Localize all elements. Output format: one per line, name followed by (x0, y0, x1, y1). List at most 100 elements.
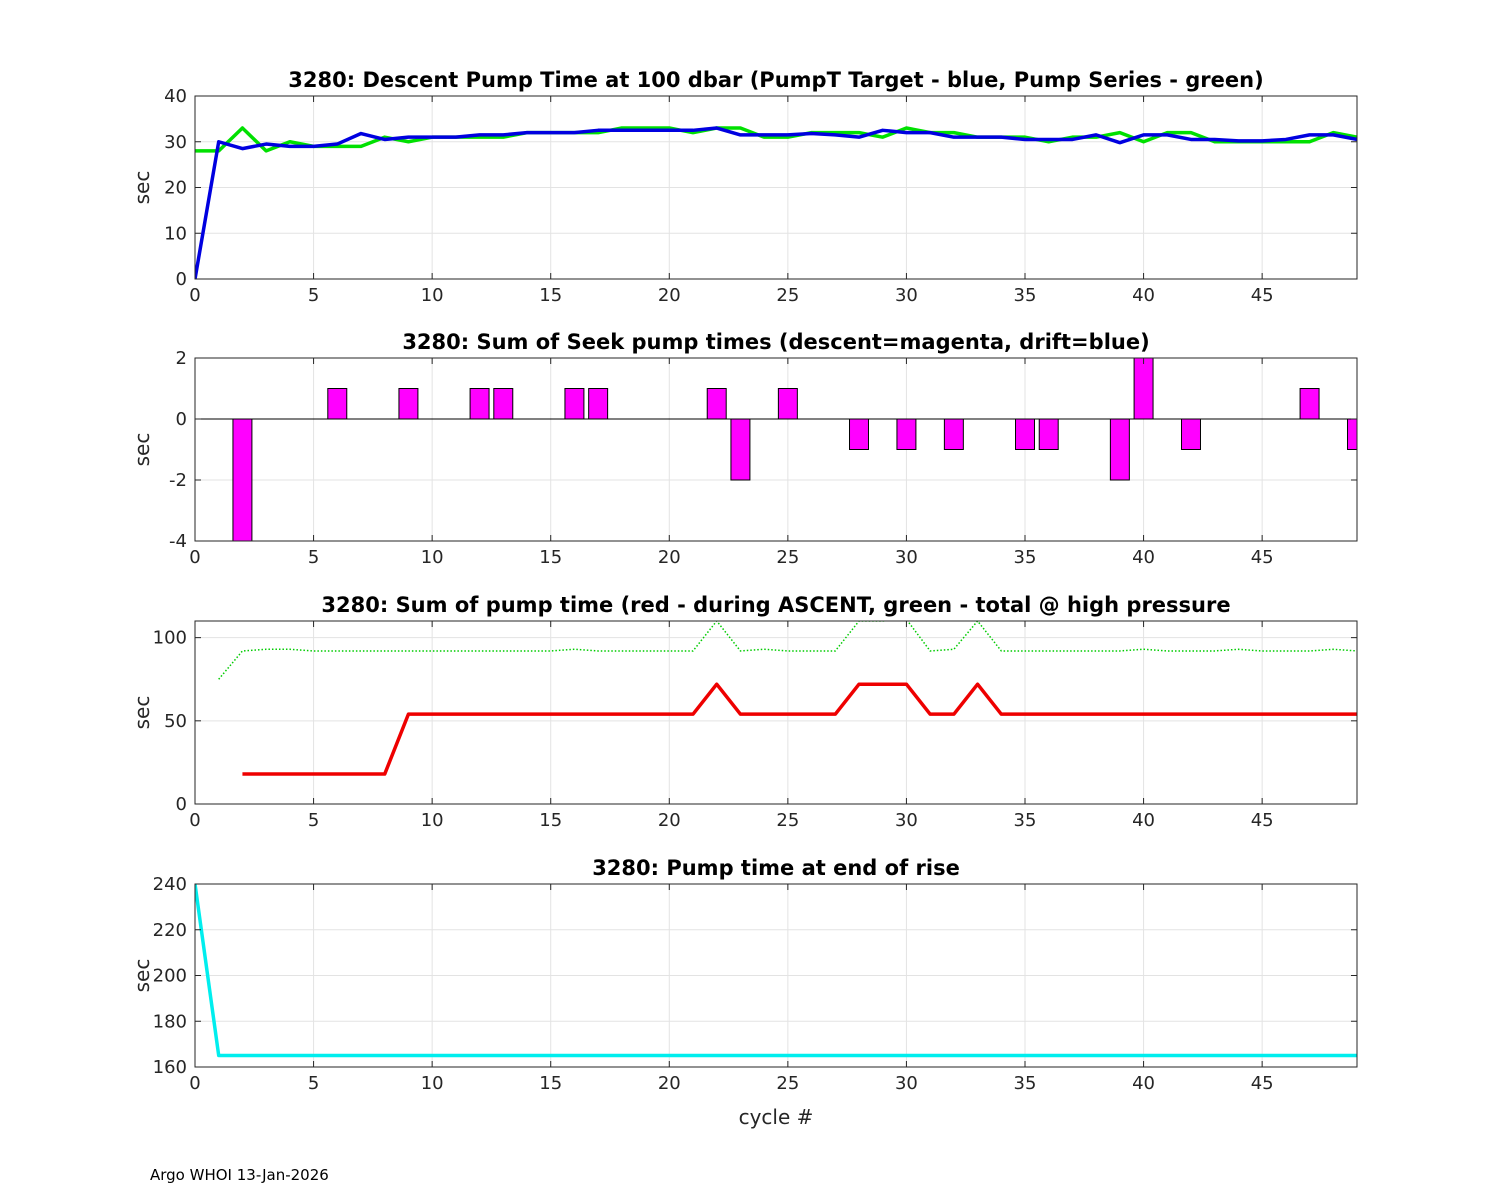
x-tick-label: 25 (776, 1073, 799, 1094)
x-tick-label: 0 (189, 1073, 200, 1094)
x-tick-label: 15 (539, 1073, 562, 1094)
bar-cycle-42 (1181, 418, 1201, 450)
axes-box (194, 357, 1358, 542)
y-axis-label: sec (130, 433, 154, 467)
y-tick-label: 240 (153, 874, 187, 895)
bar-cycle-40 (1133, 358, 1154, 420)
x-tick-label: 15 (539, 285, 562, 306)
y-tick-label: -4 (169, 531, 187, 552)
series-line-2 (195, 126, 1357, 279)
y-tick-label: 20 (164, 178, 187, 199)
y-tick-label: 2 (176, 348, 187, 369)
plot-marks (195, 358, 1357, 541)
x-tick-label: 5 (308, 547, 319, 568)
x-tick-label: 35 (1014, 1073, 1037, 1094)
y-tick-label: 0 (176, 794, 187, 815)
x-tick-label: 30 (895, 810, 918, 831)
x-tick-label: 5 (308, 810, 319, 831)
bar-cycle-17 (588, 388, 609, 420)
x-tick-label: 40 (1132, 1073, 1155, 1094)
y-tick-label: 160 (153, 1057, 187, 1078)
bar-cycle-30 (896, 418, 917, 450)
x-tick-label: 20 (658, 810, 681, 831)
x-axis-label: cycle # (739, 1105, 814, 1129)
bar-cycle-22 (706, 388, 727, 420)
x-tick-label: 30 (895, 1073, 918, 1094)
x-tick-label: 20 (658, 1073, 681, 1094)
y-tick-label: 30 (164, 132, 187, 153)
x-tick-label: 45 (1251, 547, 1274, 568)
bar-cycle-28 (849, 418, 869, 450)
x-tick-label: 10 (421, 547, 444, 568)
bar-cycle-36 (1038, 418, 1059, 450)
x-tick-label: 20 (658, 547, 681, 568)
x-tick-label: 25 (776, 810, 799, 831)
chart-panel-4: 0 5 10 15 20 25 30 35 40 45 160 180 200 220 240 3280: P… (130, 856, 1358, 1129)
chart-title: 3280: Sum of Seek pump times (descent=ma… (402, 330, 1149, 354)
series-line-1 (218, 621, 1357, 680)
bar-cycle-16 (564, 388, 585, 420)
x-tick-label: 45 (1251, 810, 1274, 831)
x-tick-label: 30 (895, 547, 918, 568)
x-tick-label: 5 (308, 285, 319, 306)
bar-cycle-23 (730, 418, 751, 481)
x-tick-label: 0 (189, 810, 200, 831)
y-tick-label: 220 (153, 920, 187, 941)
x-tick-label: 25 (776, 547, 799, 568)
plot-marks (218, 621, 1357, 776)
y-axis-label: sec (130, 696, 154, 730)
x-tick-label: 15 (539, 547, 562, 568)
bar-cycle-13 (493, 388, 514, 420)
plot-marks (195, 126, 1357, 279)
plot-marks (195, 884, 1357, 1058)
y-axis-label: sec (130, 171, 154, 205)
chart-panel-2: 0 5 10 15 20 25 30 35 40 45 -4 -2 0 2 3280: Sum of See… (130, 330, 1358, 568)
bar-cycle-12 (469, 388, 490, 420)
x-tick-label: 0 (189, 547, 200, 568)
series-line-2 (242, 682, 1357, 776)
x-tick-label: 35 (1014, 810, 1037, 831)
x-tick-label: 40 (1132, 285, 1155, 306)
x-tick-label: 25 (776, 285, 799, 306)
x-tick-label: 40 (1132, 810, 1155, 831)
x-tick-label: 40 (1132, 547, 1155, 568)
bar-cycle-47 (1299, 388, 1320, 420)
footer-credit: Argo WHOI 13-Jan-2026 (150, 1166, 329, 1184)
x-tick-label: 5 (308, 1073, 319, 1094)
x-tick-label: 35 (1014, 285, 1037, 306)
bar-cycle-6 (327, 388, 348, 420)
chart-title: 3280: Pump time at end of rise (592, 856, 960, 880)
chart-title: 3280: Descent Pump Time at 100 dbar (Pum… (288, 68, 1263, 92)
bar-cycle-9 (398, 388, 419, 420)
y-tick-label: 0 (176, 409, 187, 430)
y-tick-label: 50 (164, 711, 187, 732)
y-tick-label: -2 (169, 470, 187, 491)
x-tick-label: 45 (1251, 1073, 1274, 1094)
y-tick-label: 200 (153, 966, 187, 987)
bar-cycle-25 (777, 388, 798, 420)
y-axis-label: sec (130, 959, 154, 993)
y-tick-label: 10 (164, 223, 187, 244)
x-tick-label: 30 (895, 285, 918, 306)
x-tick-label: 35 (1014, 547, 1037, 568)
y-tick-label: 100 (153, 628, 187, 649)
chart-panel-3: 0 5 10 15 20 25 30 35 40 45 0 50 100 3280: Sum of pum… (130, 593, 1358, 831)
chart-title: 3280: Sum of pump time (red - during ASC… (321, 593, 1230, 617)
series-line-1 (195, 884, 1357, 1058)
x-tick-label: 10 (421, 810, 444, 831)
bar-cycle-35 (1015, 418, 1035, 450)
x-tick-label: 45 (1251, 285, 1274, 306)
x-tick-label: 10 (421, 285, 444, 306)
y-tick-label: 180 (153, 1011, 187, 1032)
y-tick-label: 0 (176, 269, 187, 290)
x-tick-label: 20 (658, 285, 681, 306)
bar-cycle-39 (1109, 418, 1130, 481)
bar-cycle-2 (232, 418, 253, 541)
axes-box (194, 620, 1358, 805)
x-tick-label: 10 (421, 1073, 444, 1094)
y-tick-label: 40 (164, 86, 187, 107)
plot-area (195, 358, 1357, 541)
bar-cycle-32 (943, 418, 964, 450)
x-tick-label: 15 (539, 810, 562, 831)
